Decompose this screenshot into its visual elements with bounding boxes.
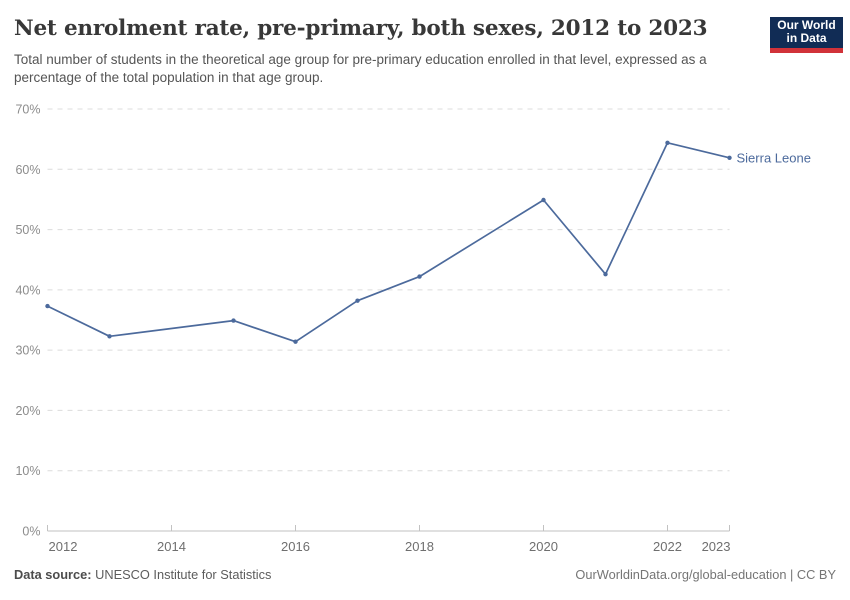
data-point [293, 339, 298, 344]
owid-logo-line2: in Data [786, 31, 827, 45]
owid-logo: Our World in Data [770, 17, 843, 53]
footer-link: OurWorldinData.org/global-education | CC… [575, 567, 836, 582]
y-tick-label: 60% [15, 163, 40, 177]
data-point [417, 274, 422, 279]
y-tick-label: 50% [15, 223, 40, 237]
data-point [541, 197, 546, 203]
chart-title: Net enrolment rate, pre-primary, both se… [14, 16, 708, 41]
data-source-value: UNESCO Institute for Statistics [91, 567, 272, 582]
owid-logo-line1: Our World [777, 18, 836, 32]
x-tick-label: 2016 [281, 539, 310, 554]
x-tick-label: 2012 [49, 539, 78, 554]
y-tick-label: 0% [22, 525, 40, 539]
series-line [47, 141, 730, 343]
y-tick-label: 30% [15, 344, 40, 358]
x-tick-label: 2018 [405, 539, 434, 554]
data-point [231, 318, 236, 323]
y-tick-label: 40% [15, 283, 40, 297]
y-tick-label: 20% [15, 404, 40, 418]
data-point [665, 140, 670, 145]
data-point [603, 272, 608, 277]
x-tick-label: 2014 [157, 539, 186, 554]
owid-logo-red-bar [770, 48, 843, 53]
data-source-label: Data source: [14, 567, 92, 582]
owid-logo-box: Our World in Data [770, 17, 843, 48]
data-point [45, 303, 50, 309]
chart-subtitle: Total number of students in the theoreti… [14, 52, 707, 85]
x-tick-label: 2020 [529, 539, 558, 554]
y-tick-label: 70% [15, 103, 40, 117]
data-point [107, 334, 112, 339]
data-point [355, 298, 360, 303]
x-tick-label: 2023 [702, 539, 731, 554]
series-label: Sierra Leone [737, 150, 811, 165]
chart-footer: Data source: UNESCO Institute for Statis… [14, 567, 836, 582]
data-source: Data source: UNESCO Institute for Statis… [14, 567, 271, 582]
data-point [727, 155, 732, 160]
x-tick-label: 2022 [653, 539, 682, 554]
y-tick-label: 10% [15, 464, 40, 478]
